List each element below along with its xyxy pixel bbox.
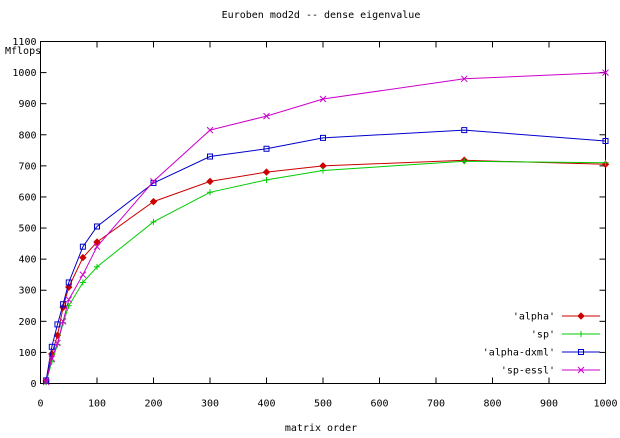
data-point bbox=[602, 159, 609, 166]
series-line bbox=[45, 129, 606, 381]
data-point bbox=[94, 223, 100, 230]
x-tick-label: 700 bbox=[427, 399, 445, 410]
y-tick-label: 500 bbox=[18, 224, 36, 235]
data-point bbox=[206, 177, 214, 186]
chart-title: Euroben mod2d -- dense eigenvalue bbox=[222, 10, 421, 21]
x-tick-label: 300 bbox=[201, 399, 219, 410]
plot-frame bbox=[40, 41, 606, 384]
y-tick-label: 700 bbox=[18, 161, 36, 172]
data-point bbox=[602, 137, 609, 144]
data-point bbox=[150, 218, 157, 225]
data-point bbox=[577, 312, 585, 320]
y-tick-label: 100 bbox=[18, 348, 36, 359]
data-point bbox=[461, 158, 468, 165]
data-point bbox=[263, 112, 270, 120]
data-point bbox=[461, 127, 468, 134]
x-tick-label: 900 bbox=[540, 399, 558, 410]
data-point bbox=[150, 179, 157, 186]
data-point bbox=[59, 317, 67, 325]
data-point bbox=[48, 343, 55, 350]
x-tick-label: 1000 bbox=[593, 399, 617, 410]
data-point bbox=[578, 349, 584, 355]
y-tick-label: 1100 bbox=[12, 37, 36, 48]
legend-label: 'alpha' bbox=[513, 312, 555, 323]
data-point bbox=[602, 69, 609, 76]
data-point bbox=[54, 339, 61, 347]
y-tick-label: 0 bbox=[30, 379, 36, 390]
data-point bbox=[207, 189, 213, 196]
x-tick-label: 200 bbox=[144, 399, 162, 410]
series-sp-essl bbox=[42, 69, 609, 386]
data-point bbox=[263, 145, 270, 152]
data-point bbox=[206, 126, 214, 134]
x-tick-label: 400 bbox=[257, 399, 275, 410]
data-point bbox=[93, 238, 101, 246]
data-point bbox=[319, 95, 327, 103]
data-point bbox=[320, 167, 326, 174]
data-point bbox=[79, 253, 87, 262]
y-tick-label: 600 bbox=[18, 192, 36, 203]
y-tick-label: 300 bbox=[18, 286, 36, 297]
series-line bbox=[45, 72, 606, 383]
series-layer bbox=[42, 69, 610, 386]
y-axis-label: Mflops bbox=[5, 46, 41, 57]
x-tick-label: 800 bbox=[483, 399, 501, 410]
data-point bbox=[43, 377, 50, 384]
y-tick-label: 800 bbox=[18, 130, 36, 141]
data-point bbox=[60, 301, 67, 308]
data-point bbox=[460, 75, 468, 83]
data-point bbox=[149, 197, 158, 206]
data-point bbox=[207, 153, 213, 160]
data-point bbox=[93, 243, 101, 251]
y-tick-label: 200 bbox=[18, 317, 36, 328]
data-point bbox=[65, 296, 73, 303]
x-tick-label: 500 bbox=[314, 399, 332, 410]
y-tick-label: 1000 bbox=[12, 68, 36, 79]
x-tick-label: 100 bbox=[88, 399, 106, 410]
data-point bbox=[42, 378, 50, 386]
legend-label: 'sp' bbox=[531, 330, 555, 341]
legend-label: 'sp-essl' bbox=[501, 366, 555, 377]
data-point bbox=[262, 168, 271, 176]
data-point bbox=[54, 321, 61, 328]
data-point bbox=[48, 355, 56, 362]
data-point bbox=[79, 243, 86, 250]
data-point bbox=[150, 178, 157, 185]
data-point bbox=[263, 176, 270, 183]
legend: 'alpha' 'sp' 'alpha-dxml' 'sp-essl' bbox=[483, 312, 600, 377]
x-tick-label: 0 bbox=[37, 399, 43, 410]
series-alpha-dxml bbox=[43, 127, 609, 384]
axis-ticks: 0 100 200 300 400 500 600 700 800 900 1000 1100 0 100… bbox=[12, 37, 617, 410]
x-axis-label: matrix order bbox=[285, 423, 357, 434]
data-point bbox=[577, 366, 585, 374]
legend-label: 'alpha-dxml' bbox=[483, 348, 555, 359]
y-tick-label: 400 bbox=[18, 255, 36, 266]
x-tick-label: 600 bbox=[370, 399, 388, 410]
data-point bbox=[94, 263, 100, 270]
data-point bbox=[79, 271, 87, 279]
data-point bbox=[65, 279, 72, 286]
y-tick-label: 900 bbox=[18, 99, 36, 110]
data-point bbox=[578, 331, 584, 337]
data-point bbox=[320, 134, 326, 141]
data-point bbox=[79, 279, 86, 286]
